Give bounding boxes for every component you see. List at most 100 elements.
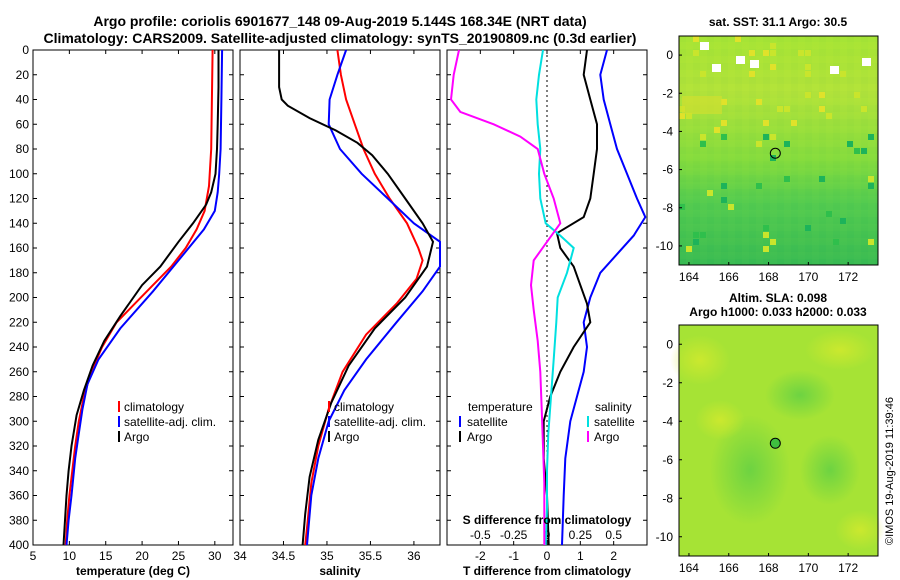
x-tick-label: -1 (508, 549, 519, 563)
sst-missing-pixel (700, 42, 709, 50)
sla-map-frame (678, 324, 879, 557)
sst-pixel (770, 50, 776, 56)
y-tick-label: 220 (9, 315, 29, 329)
sst-pixel (805, 225, 811, 231)
map-y-tick-label: -8 (662, 491, 673, 505)
y-tick-label: 140 (9, 216, 29, 230)
legend-climatology-label: climatology (124, 400, 184, 414)
sst-pixel (854, 148, 860, 154)
sst-pixel (770, 64, 776, 70)
y-tick-label: 180 (9, 266, 29, 280)
map-x-tick-label: 164 (679, 270, 699, 284)
map-x-tick-label: 166 (719, 561, 739, 575)
sla-argo-position-marker (769, 437, 781, 449)
sst-pixel (805, 64, 811, 70)
sst-missing-pixel (830, 66, 839, 74)
sst-pixel (749, 50, 755, 56)
sla-map: 164 166 168 170 172 0 -2 -4 -6 -8 -10 (656, 324, 885, 575)
sst-map-texture (679, 36, 878, 265)
salinity-legend: climatology satellite-adj. clim. Argo (328, 400, 426, 444)
map-x-tick-label: 164 (679, 561, 699, 575)
sst-pixel (826, 113, 832, 119)
sst-pixel (707, 190, 713, 196)
legend-salinity-heading: salinity (595, 400, 632, 414)
sst-map-title: sat. SST: 31.1 Argo: 30.5 (709, 15, 848, 29)
x-tick-label: 36 (407, 549, 421, 563)
y-tick-label: 0 (22, 43, 29, 57)
sst-pixel (714, 127, 720, 133)
map-y-tick-label: -4 (662, 124, 673, 138)
legend-argo-label: Argo (124, 430, 150, 444)
sst-pixel (840, 218, 846, 224)
series-line-climatology (304, 49, 424, 546)
temperature-xlabel: temperature (deg C) (76, 564, 190, 578)
secondary-x-tick-label: -0.25 (500, 528, 528, 542)
sst-pixel (854, 92, 860, 98)
x-tick-label: 5 (30, 549, 37, 563)
sla-map-title-line1: Altim. SLA: 0.098 (729, 291, 827, 305)
sla-map-feature (835, 510, 885, 550)
y-tick-label: 400 (9, 538, 29, 552)
temperature-legend: climatology satellite-adj. clim. Argo (118, 400, 216, 444)
sst-pixel (756, 99, 762, 105)
sst-pixel (700, 141, 706, 147)
map-y-tick-label: 0 (666, 337, 673, 351)
sst-pixel (805, 71, 811, 77)
x-tick-label: 0 (544, 549, 551, 563)
sst-pixel (784, 106, 790, 112)
y-tick-label: 80 (16, 142, 30, 156)
sst-pixel (868, 176, 874, 182)
sst-pixel (721, 134, 727, 140)
map-x-tick-label: 166 (719, 270, 739, 284)
sst-pixel (693, 239, 699, 245)
sst-pixel (756, 141, 762, 147)
sst-pixel (749, 71, 755, 77)
sst-pixel (763, 134, 769, 140)
series-line-salinity-satellite (535, 49, 575, 546)
x-tick-label: 35.5 (359, 549, 383, 563)
y-tick-label: 160 (9, 241, 29, 255)
sst-pixel (721, 120, 727, 126)
sst-pixel (805, 50, 811, 56)
series-line-argo (278, 50, 435, 546)
sst-missing-pixel (736, 56, 745, 64)
sst-pixel (819, 92, 825, 98)
map-y-tick-label: -2 (662, 86, 673, 100)
sst-pixel (763, 225, 769, 231)
sst-pixel (784, 176, 790, 182)
series-line-argo (62, 50, 220, 546)
map-y-tick-label: 0 (666, 48, 673, 62)
x-tick-label: 1 (577, 549, 584, 563)
sst-pixel (735, 36, 741, 42)
sst-pixel (770, 43, 776, 49)
map-y-tick-label: -2 (662, 376, 673, 390)
y-tick-label: 240 (9, 340, 29, 354)
sst-pixel (693, 232, 699, 238)
sla-map-feature (695, 400, 745, 440)
y-tick-label: 380 (9, 513, 29, 527)
sla-map-ticks: 164 166 168 170 172 0 -2 -4 -6 -8 -10 (656, 337, 859, 575)
sst-pixel (861, 106, 867, 112)
sst-pixel (693, 50, 699, 56)
sst-argo-position-marker (769, 147, 781, 159)
sst-pixel (763, 246, 769, 252)
map-y-tick-label: -8 (662, 201, 673, 215)
sla-map-feature (765, 370, 835, 420)
y-tick-label: 60 (16, 117, 30, 131)
x-tick-label: 34 (233, 549, 247, 563)
y-tick-label: 120 (9, 192, 29, 206)
y-tick-label: 360 (9, 489, 29, 503)
sst-pixel (763, 232, 769, 238)
sst-pixel (770, 134, 776, 140)
sst-pixel (721, 197, 727, 203)
y-tick-label: 20 (16, 68, 30, 82)
map-x-tick-label: 168 (759, 270, 779, 284)
figure-title-line1: Argo profile: coriolis 6901677_148 09-Au… (93, 13, 586, 29)
y-tick-label: 260 (9, 365, 29, 379)
sst-pixel (819, 106, 825, 112)
sst-pixel (791, 120, 797, 126)
map-x-tick-label: 168 (759, 561, 779, 575)
sst-missing-pixel (712, 64, 721, 72)
